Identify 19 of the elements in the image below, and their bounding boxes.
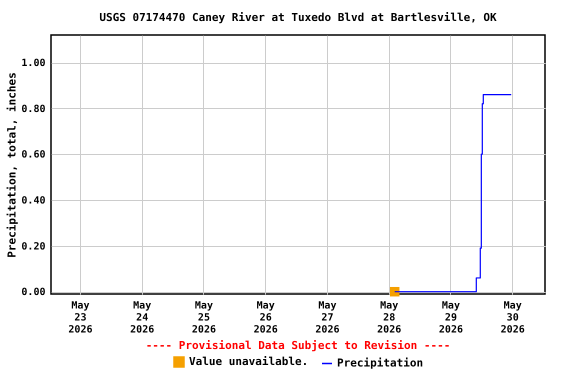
x-tick-label: May 28 2026 bbox=[377, 300, 402, 336]
x-tick-label: May 30 2026 bbox=[500, 300, 525, 336]
legend-label: Value unavailable. bbox=[189, 355, 308, 368]
y-tick-label: 0.80 bbox=[21, 104, 46, 115]
y-tick-label: 0.20 bbox=[21, 241, 46, 252]
y-tick-label: 0.40 bbox=[21, 196, 46, 207]
x-tick-label: May 29 2026 bbox=[438, 300, 463, 336]
x-tick-label: May 26 2026 bbox=[254, 300, 278, 336]
y-axis-title: Precipitation, total, inches bbox=[5, 72, 18, 258]
y-tick-label: 0.00 bbox=[21, 287, 46, 298]
legend-label: Precipitation bbox=[337, 356, 424, 370]
x-tick-label: May 23 2026 bbox=[68, 300, 92, 336]
x-tick-label: May 25 2026 bbox=[192, 300, 216, 336]
text: ---- Provisional Data Subject to Revision ---- bbox=[146, 339, 450, 352]
y-tick-label: 1.00 bbox=[21, 58, 46, 70]
chart-title: USGS 07174470 Caney River at Tuxedo Blvd at Bartlesville, OK bbox=[99, 11, 498, 24]
y-tick-label: 0.60 bbox=[21, 150, 46, 161]
x-tick-label: May 24 2026 bbox=[130, 300, 154, 336]
x-tick-label: May 27 2026 bbox=[315, 300, 340, 336]
